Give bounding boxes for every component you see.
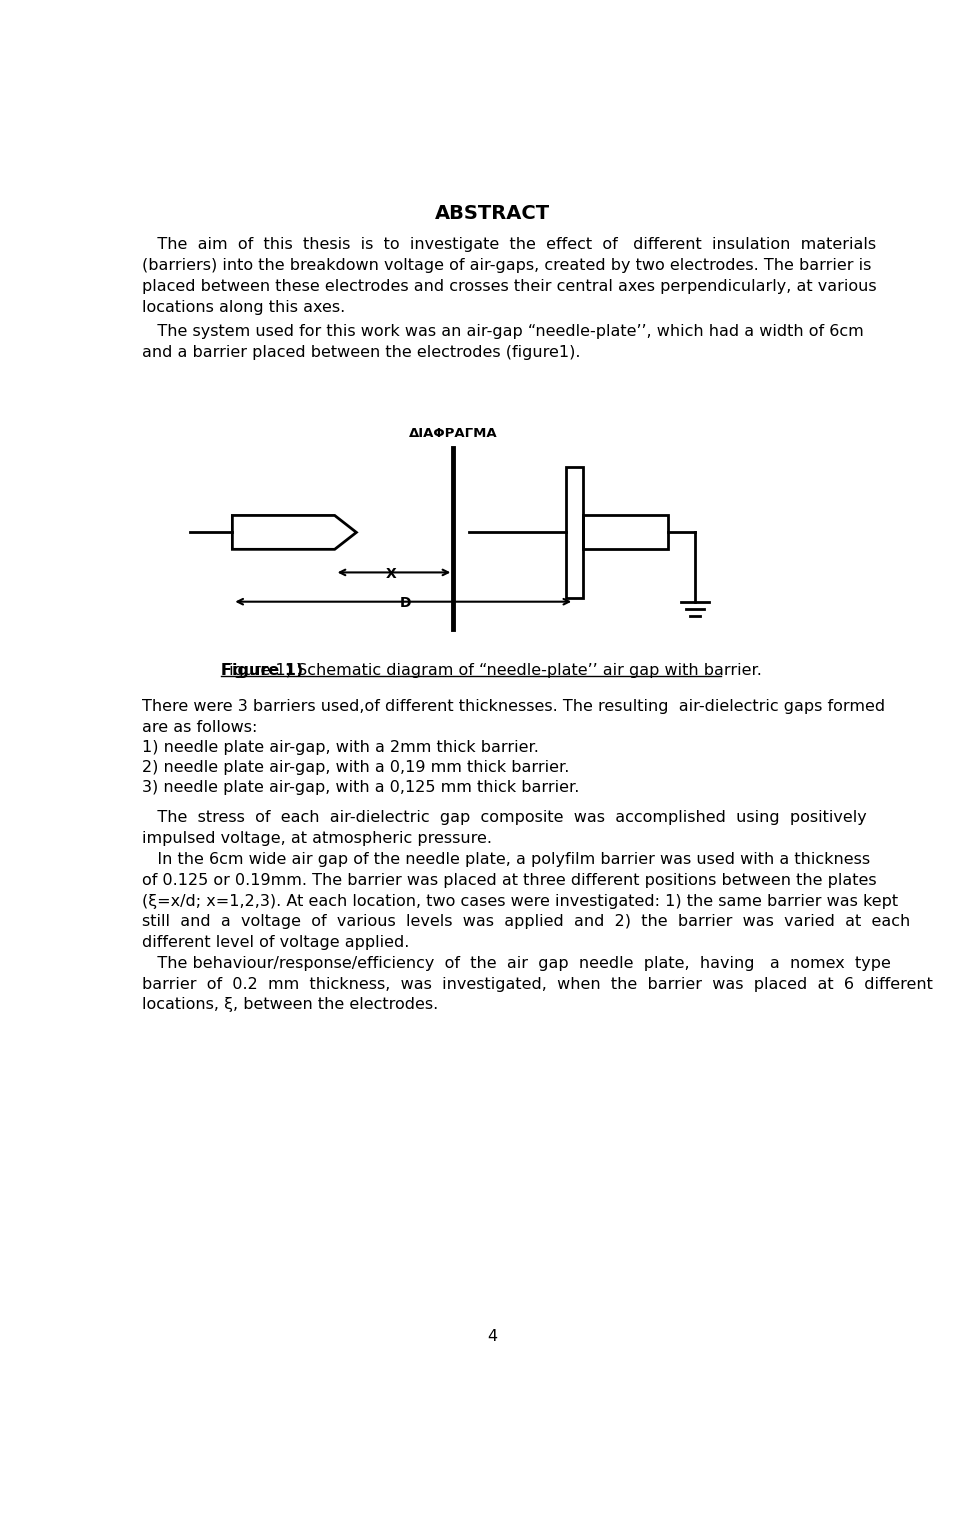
Text: 2) needle plate air-gap, with a 0,19 mm thick barrier.: 2) needle plate air-gap, with a 0,19 mm …	[142, 760, 569, 775]
Text: ABSTRACT: ABSTRACT	[435, 203, 549, 223]
Text: Figure 1) Schematic diagram of “needle-plate’’ air gap with barrier.: Figure 1) Schematic diagram of “needle-p…	[221, 663, 761, 678]
Text: (barriers) into the breakdown voltage of air-gaps, created by two electrodes. Th: (barriers) into the breakdown voltage of…	[142, 258, 871, 273]
Text: still  and  a  voltage  of  various  levels  was  applied  and  2)  the  barrier: still and a voltage of various levels wa…	[142, 915, 910, 930]
Text: The  stress  of  each  air-dielectric  gap  composite  was  accomplished  using : The stress of each air-dielectric gap co…	[142, 810, 867, 825]
Text: 4: 4	[487, 1329, 497, 1344]
Text: are as follows:: are as follows:	[142, 719, 257, 734]
Text: barrier  of  0.2  mm  thickness,  was  investigated,  when  the  barrier  was  p: barrier of 0.2 mm thickness, was investi…	[142, 977, 932, 992]
Text: placed between these electrodes and crosses their central axes perpendicularly, : placed between these electrodes and cros…	[142, 279, 876, 294]
Text: The behaviour/response/efficiency  of  the  air  gap  needle  plate,  having   a: The behaviour/response/efficiency of the…	[142, 956, 891, 971]
Text: impulsed voltage, at atmospheric pressure.: impulsed voltage, at atmospheric pressur…	[142, 831, 492, 846]
Text: of 0.125 or 0.19mm. The barrier was placed at three different positions between : of 0.125 or 0.19mm. The barrier was plac…	[142, 872, 876, 887]
Text: The system used for this work was an air-gap “needle-plate’’, which had a width : The system used for this work was an air…	[142, 323, 863, 338]
Text: and a barrier placed between the electrodes (figure1).: and a barrier placed between the electro…	[142, 344, 580, 360]
Text: (ξ=x/d; x=1,2,3). At each location, two cases were investigated: 1) the same bar: (ξ=x/d; x=1,2,3). At each location, two …	[142, 894, 898, 909]
Text: D: D	[399, 596, 411, 610]
Text: locations along this axes.: locations along this axes.	[142, 300, 345, 316]
Text: 3) needle plate air-gap, with a 0,125 mm thick barrier.: 3) needle plate air-gap, with a 0,125 mm…	[142, 780, 579, 795]
Text: The  aim  of  this  thesis  is  to  investigate  the  effect  of   different  in: The aim of this thesis is to investigate…	[142, 238, 876, 252]
Text: 1) needle plate air-gap, with a 2mm thick barrier.: 1) needle plate air-gap, with a 2mm thic…	[142, 739, 539, 754]
Text: different level of voltage applied.: different level of voltage applied.	[142, 934, 409, 950]
Text: In the 6cm wide air gap of the needle plate, a polyfilm barrier was used with a : In the 6cm wide air gap of the needle pl…	[142, 853, 870, 866]
Text: Figure 1): Figure 1)	[221, 663, 303, 678]
Text: There were 3 barriers used,of different thicknesses. The resulting  air-dielectr: There were 3 barriers used,of different …	[142, 699, 885, 715]
Text: X: X	[386, 567, 397, 581]
Text: locations, ξ, between the electrodes.: locations, ξ, between the electrodes.	[142, 998, 438, 1012]
Text: ΔΙΑΦΡΑΓΜΑ: ΔΙΑΦΡΑΓΜΑ	[409, 426, 497, 440]
